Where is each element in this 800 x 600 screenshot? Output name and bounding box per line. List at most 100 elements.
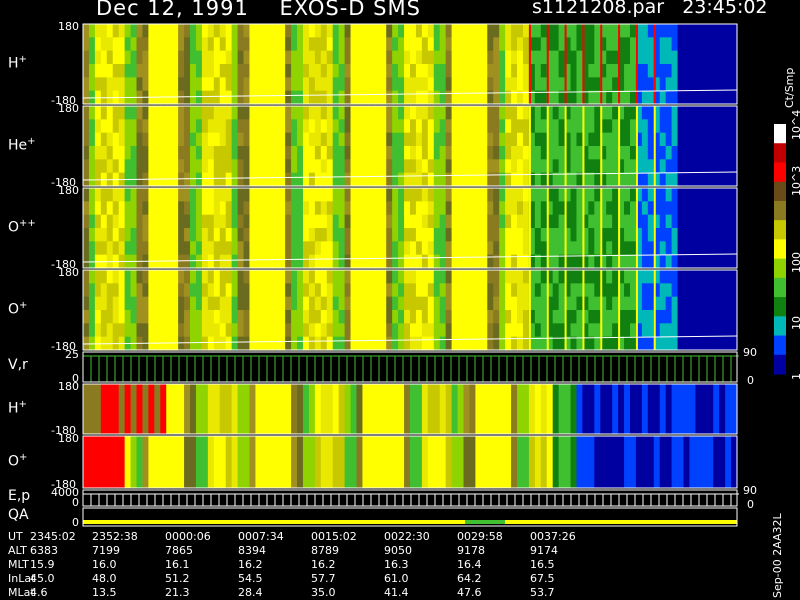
y-tick-min: -180 <box>51 258 76 271</box>
heatmap-cell <box>148 241 155 256</box>
heatmap-cell <box>166 270 173 284</box>
heatmap-cell <box>285 146 292 160</box>
heatmap-cell <box>231 172 239 187</box>
heatmap-cell <box>731 214 738 229</box>
heatmap-cell <box>618 77 625 92</box>
heatmap-cell <box>517 159 524 174</box>
heatmap-cell <box>172 24 179 38</box>
heatmap-cell <box>457 159 465 174</box>
heatmap-cell <box>201 214 209 229</box>
heatmap-cell <box>546 201 554 216</box>
ephemeris-value: 16.5 <box>530 558 555 571</box>
heatmap-cell <box>213 270 221 284</box>
heatmap-cell <box>285 106 292 120</box>
heatmap-cell <box>534 90 542 105</box>
heatmap-cell <box>588 159 595 174</box>
heatmap-cell <box>481 296 488 311</box>
heatmap-cell <box>83 201 90 216</box>
heatmap-cell <box>415 214 423 229</box>
heatmap-cell <box>534 64 542 78</box>
heatmap-cell <box>731 146 738 160</box>
heatmap-cell <box>558 90 566 105</box>
heatmap-cell <box>154 283 161 298</box>
heatmap-cell <box>374 188 381 202</box>
heatmap-cell <box>148 323 155 338</box>
heatmap-cell <box>647 201 655 216</box>
heatmap-cell <box>713 132 720 147</box>
heatmap-cell <box>606 254 613 269</box>
heatmap-cell <box>493 214 500 229</box>
heatmap-cell <box>719 296 726 311</box>
heatmap-cell <box>671 64 679 78</box>
heatmap-cell <box>338 90 346 105</box>
heatmap-cell <box>421 201 429 216</box>
heatmap-cell <box>618 90 625 105</box>
panel-label: E,p <box>8 488 30 504</box>
heatmap-cell <box>629 132 637 147</box>
heatmap-cell <box>683 241 691 256</box>
heatmap-cell <box>546 296 554 311</box>
heatmap-cell <box>267 436 274 488</box>
heatmap-cell <box>647 336 655 351</box>
heatmap-cell <box>130 436 138 488</box>
heatmap-cell <box>356 228 364 242</box>
heatmap-cell <box>279 310 286 324</box>
heatmap-cell <box>689 241 696 256</box>
heatmap-cell <box>695 90 702 105</box>
ephemeris-value: 16.3 <box>384 558 409 571</box>
heatmap-cell <box>368 384 375 434</box>
heatmap-cell <box>701 283 708 298</box>
heatmap-cell <box>350 336 358 351</box>
heatmap-cell <box>552 106 560 120</box>
heatmap-cell <box>172 241 179 256</box>
heatmap-cell <box>618 146 625 160</box>
heatmap-cell <box>302 214 310 229</box>
heatmap-cell <box>653 283 661 298</box>
heatmap-cell <box>540 254 548 269</box>
heatmap-cell <box>433 296 441 311</box>
pitch-trace <box>82 253 738 263</box>
heatmap-cell <box>635 228 643 242</box>
heatmap-cell <box>362 270 369 284</box>
heatmap-cell <box>701 37 708 52</box>
heatmap-cell <box>481 214 488 229</box>
heatmap-cell <box>564 64 572 78</box>
heatmap-cell <box>368 132 375 147</box>
heatmap-cell <box>671 37 679 52</box>
heatmap-cell <box>635 310 643 324</box>
ephemeris-value: 16.0 <box>92 558 117 571</box>
heatmap-cell <box>279 270 286 284</box>
heatmap-cell <box>88 77 96 92</box>
heatmap-cell <box>285 90 292 105</box>
heatmap-cell <box>237 283 245 298</box>
heatmap-cell <box>207 336 215 351</box>
heatmap-cell <box>302 77 310 92</box>
heatmap-cell <box>184 384 191 434</box>
heatmap-cell <box>314 119 322 134</box>
heatmap-cell <box>172 50 179 65</box>
heatmap-cell <box>184 119 191 134</box>
heatmap-cell <box>457 201 465 216</box>
heatmap-cell <box>207 270 215 284</box>
heatmap-cell <box>166 172 173 187</box>
heatmap-cell <box>689 384 696 434</box>
heatmap-cell <box>124 296 132 311</box>
heatmap-cell <box>362 37 369 52</box>
heatmap-cell <box>600 254 607 269</box>
heatmap-cell <box>469 37 476 52</box>
heatmap-cell <box>398 384 405 434</box>
heatmap-cell <box>671 241 679 256</box>
ephemeris-value: 54.5 <box>238 572 263 585</box>
heatmap-cell <box>671 50 679 65</box>
heatmap-cell <box>534 188 542 202</box>
heatmap-cell <box>308 336 316 351</box>
heatmap-cell <box>576 90 584 105</box>
heatmap-cell <box>600 106 607 120</box>
heatmap-cell <box>564 214 572 229</box>
heatmap-cell <box>594 106 601 120</box>
heatmap-cell <box>148 188 155 202</box>
heatmap-cell <box>517 132 524 147</box>
heatmap-cell <box>641 24 649 38</box>
heatmap-cell <box>273 296 280 311</box>
heatmap-cell <box>297 436 304 488</box>
